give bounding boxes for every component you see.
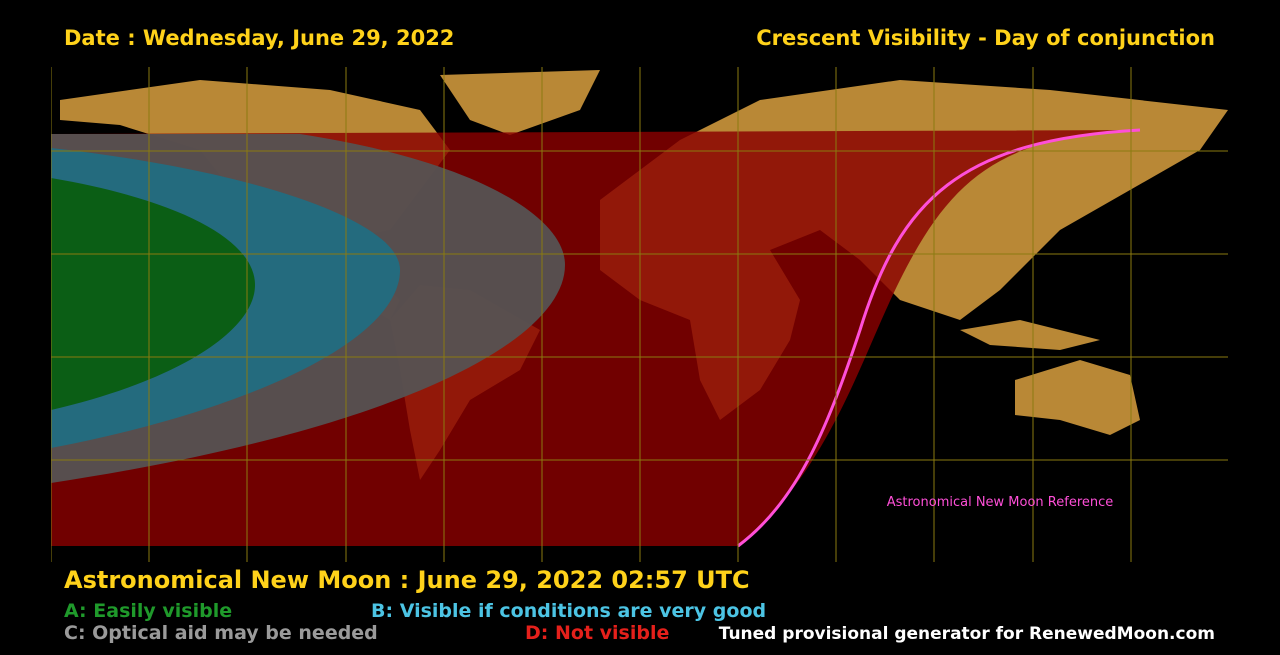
world-map: Astronomical New Moon Reference <box>51 67 1228 562</box>
legend-item: B: Visible if conditions are very good <box>371 600 766 622</box>
legend-item: C: Optical aid may be needed <box>64 622 378 644</box>
date-label: Date : Wednesday, June 29, 2022 <box>64 26 454 50</box>
credit: Tuned provisional generator for RenewedM… <box>719 624 1215 644</box>
legend-item: D: Not visible <box>525 622 669 644</box>
legend: A: Easily visible B: Visible if condition… <box>64 600 766 644</box>
grid <box>51 67 1228 562</box>
zone-a <box>51 178 255 410</box>
new-moon-time: Astronomical New Moon : June 29, 2022 02… <box>64 566 750 594</box>
legend-item: A: Easily visible <box>64 600 232 622</box>
map-title: Crescent Visibility - Day of conjunction <box>756 26 1215 50</box>
reference-label: Astronomical New Moon Reference <box>887 495 1114 510</box>
